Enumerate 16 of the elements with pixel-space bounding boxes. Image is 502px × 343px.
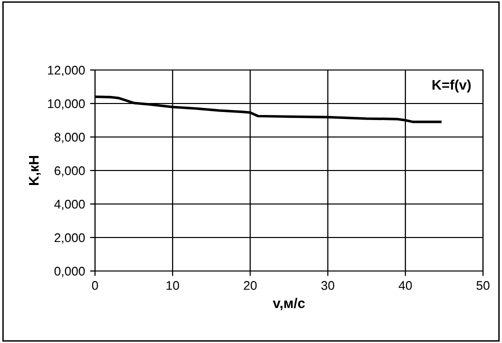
y-axis-title: K,кН [29,156,41,186]
y-tick-label: 4,000 [54,200,85,210]
y-tick-label: 0,000 [54,266,85,278]
annotation: K=f(v) [432,80,471,93]
x-tick-label: 20 [244,281,257,290]
y-tick-label: 8,000 [54,132,85,144]
x-tick-label: 10 [166,281,180,290]
y-tick-label: 6,000 [54,166,85,177]
x-tick-label: 50 [476,281,490,290]
x-tick-label: 40 [398,281,412,290]
x-axis-title: v,м/с [272,298,305,310]
y-tick-label: 12,000 [48,66,85,76]
y-tick-label: 2,000 [54,233,85,244]
y-tick-label: 10,000 [48,99,85,110]
x-tick-label: 30 [321,281,334,290]
x-tick-label: 0 [92,281,98,290]
